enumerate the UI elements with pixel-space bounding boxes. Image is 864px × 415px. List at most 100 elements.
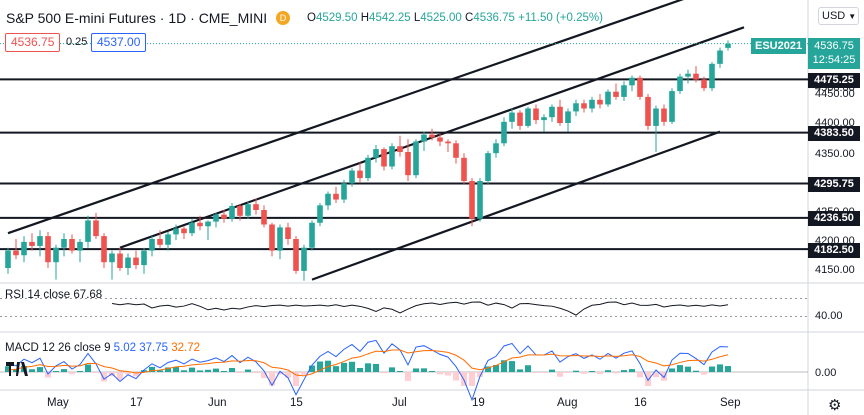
candle-body <box>109 253 115 263</box>
macd-histogram-bar <box>37 367 43 372</box>
macd-label: MACD 12 26 close 9 <box>5 342 111 354</box>
macd-histogram-bar <box>117 372 123 381</box>
macd-histogram-bar <box>565 372 571 373</box>
rsi-line <box>111 301 729 316</box>
macd-histogram-bar <box>13 369 19 372</box>
candle-body <box>21 241 27 256</box>
chevron-down-icon: ▼ <box>848 12 857 21</box>
candle-body <box>717 50 723 64</box>
macd-histogram-bar <box>557 372 563 377</box>
bar-countdown: 12:54:25 <box>812 54 856 66</box>
rsi-axis-tick: 40.00 <box>815 310 843 322</box>
macd-line <box>7 339 729 402</box>
macd-histogram-bar <box>429 371 435 372</box>
macd-histogram-bar <box>349 361 355 372</box>
macd-histogram-bar <box>517 369 523 372</box>
sell-button[interactable]: 4536.75 <box>5 33 61 52</box>
candle-body <box>573 103 579 112</box>
currency-select[interactable]: USD ▼ <box>818 7 859 25</box>
date-tick: 16 <box>634 397 647 409</box>
macd-histogram-bar <box>629 369 635 372</box>
candle-body <box>693 73 699 80</box>
candle-body <box>629 77 635 86</box>
low-label: L <box>413 12 421 24</box>
candle-body <box>77 241 83 251</box>
macd-histogram-bar <box>357 367 363 372</box>
change-value: +11.50 (+0.25%) <box>518 12 603 24</box>
buy-button[interactable]: 4537.00 <box>91 33 147 52</box>
macd-hist-value: 5.02 <box>113 342 137 354</box>
close-value: 4536.75 <box>473 12 515 24</box>
date-tick: Jun <box>208 397 227 409</box>
level-tag: 4295.75 <box>808 177 860 192</box>
gear-icon[interactable]: ⚙ <box>828 397 842 414</box>
channel-trend-line <box>311 130 721 281</box>
candle-body <box>493 143 499 154</box>
macd-histogram-bar <box>317 361 323 372</box>
macd-histogram-bar <box>277 372 283 375</box>
candle-body <box>533 108 539 121</box>
indicator-badge[interactable]: D <box>276 11 290 25</box>
candle-body <box>565 111 571 123</box>
date-tick: May <box>47 397 69 409</box>
candle-body <box>365 157 371 179</box>
high-value: 4542.25 <box>369 12 411 24</box>
macd-histogram-bar <box>261 372 267 379</box>
candle-body <box>269 224 275 251</box>
macd-histogram-bar <box>157 370 163 372</box>
macd-histogram-bar <box>573 370 579 372</box>
candle-body <box>485 153 491 181</box>
candle-body <box>301 247 307 271</box>
date-tick: Sep <box>720 397 741 409</box>
candle-body <box>69 239 75 251</box>
macd-signal-line <box>7 349 729 377</box>
candle-body <box>605 91 611 105</box>
macd-histogram-bar <box>677 365 683 372</box>
macd-histogram-bar <box>181 370 187 372</box>
macd-histogram-bar <box>493 364 499 372</box>
candle-body <box>197 222 203 227</box>
macd-histogram-bar <box>717 364 723 372</box>
level-tag: 4383.50 <box>808 126 860 141</box>
candle-body <box>445 141 451 144</box>
rsi-legend[interactable]: RSI 14 close 67.68 <box>5 289 102 301</box>
date-tick: 15 <box>290 397 303 409</box>
candle-body <box>333 193 339 200</box>
macd-histogram-bar <box>685 366 691 372</box>
macd-histogram-bar <box>533 372 539 373</box>
macd-histogram-bar <box>637 372 643 378</box>
macd-histogram-bar <box>589 371 595 372</box>
candle-body <box>325 193 331 206</box>
macd-histogram-bar <box>245 369 251 372</box>
candle-body <box>309 222 315 248</box>
price-tick: 4350.00 <box>815 148 855 160</box>
chart-title[interactable]: S&P 500 E-mini Futures · 1D · CME_MINI <box>6 10 268 26</box>
date-tick: 17 <box>130 397 143 409</box>
date-tick: Aug <box>557 397 578 409</box>
candle-body <box>581 103 587 109</box>
macd-legend[interactable]: MACD 12 26 close 9 5.02 37.75 32.72 <box>5 342 200 354</box>
candle-body <box>557 106 563 123</box>
candle-body <box>701 79 707 89</box>
candle-body <box>29 241 35 246</box>
candle-body <box>437 137 443 142</box>
macd-histogram-bar <box>213 368 219 372</box>
tradingview-logo-icon[interactable] <box>6 362 28 380</box>
candle-body <box>117 253 123 268</box>
macd-histogram-bar <box>69 372 75 375</box>
candle-body <box>597 99 603 105</box>
candle-body <box>253 204 259 210</box>
date-tick: 19 <box>472 397 485 409</box>
candle-body <box>661 108 667 122</box>
macd-histogram-bar <box>445 372 451 376</box>
candle-body <box>541 117 547 121</box>
macd-histogram-bar <box>509 361 515 372</box>
low-value: 4525.00 <box>420 12 462 24</box>
macd-histogram-bar <box>653 372 659 378</box>
candle-body <box>221 214 227 219</box>
macd-histogram-bar <box>421 368 427 372</box>
level-tag: 4182.50 <box>808 243 860 258</box>
high-label: H <box>360 12 370 24</box>
candle-body <box>293 239 299 271</box>
